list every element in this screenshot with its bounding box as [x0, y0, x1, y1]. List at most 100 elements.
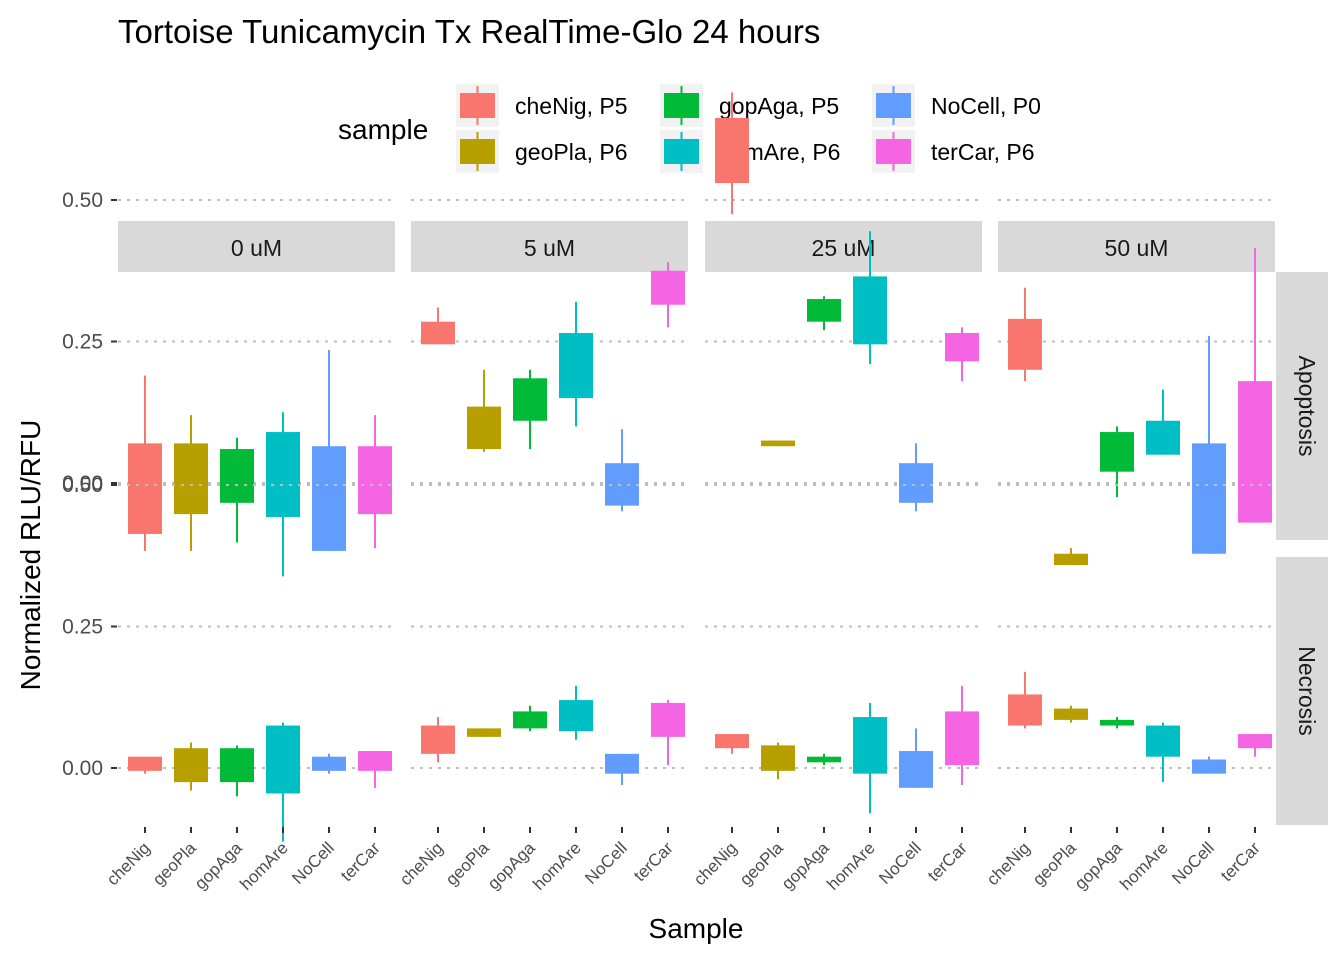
legend-key-swatch: [664, 93, 699, 118]
x-tick-label: terCar: [924, 838, 971, 885]
facet-strip-row: [1276, 557, 1328, 825]
box-plot: [1100, 717, 1134, 729]
facet-strip-label: 25 uM: [812, 235, 876, 261]
box-body: [1100, 432, 1134, 472]
box-plot: [1146, 722, 1180, 783]
box-body: [513, 711, 547, 729]
box-body: [651, 702, 685, 737]
box-plot: [1238, 734, 1272, 757]
legend-key-swatch: [876, 139, 911, 164]
box-plot: [174, 742, 208, 791]
facet-strip-column: [118, 221, 395, 272]
box-plot: [1054, 705, 1088, 723]
box-body: [807, 299, 841, 322]
x-tick-label: terCar: [630, 838, 677, 885]
box-plot: [651, 262, 685, 328]
legend-title: sample: [338, 114, 428, 145]
x-tick-label: cheNig: [983, 838, 1034, 889]
box-plot: [945, 685, 979, 785]
box-body: [1054, 553, 1088, 566]
facet-strips: 0 uM 5 uM 25 uM 50 uM Apoptosis Necrosis: [118, 221, 1328, 825]
x-tick-label: gopAga: [191, 838, 246, 893]
box-body: [1192, 443, 1226, 554]
x-tick-label: NoCell: [1168, 838, 1218, 888]
box-body: [945, 333, 979, 362]
box-plot: [220, 745, 254, 797]
box-body: [807, 756, 841, 763]
box-plot: [853, 231, 887, 365]
legend-key-swatch: [460, 139, 495, 164]
box-plot: [559, 301, 593, 427]
y-tick-label: 0.25: [62, 616, 103, 639]
box-plot: [266, 412, 300, 577]
x-axis-title: Sample: [649, 913, 744, 944]
box-body: [174, 443, 208, 515]
box-plot: [513, 369, 547, 450]
box-body: [174, 748, 208, 783]
facet-strip-row: [1276, 272, 1328, 540]
box-body: [715, 117, 749, 184]
facet-strip-label: 50 uM: [1105, 235, 1169, 261]
x-tick-label: terCar: [337, 838, 384, 885]
facet-panel: [998, 199, 1275, 566]
facet-panel: [998, 484, 1275, 783]
legend-label: gopAga, P5: [719, 93, 839, 119]
box-body: [421, 321, 455, 345]
box-body: [467, 728, 501, 737]
box-body: [128, 443, 162, 534]
x-tick-label: cheNig: [690, 838, 741, 889]
box-body: [1146, 725, 1180, 757]
box-plot: [421, 307, 455, 345]
box-body: [853, 717, 887, 774]
box-body: [605, 753, 639, 774]
facet-strip-label: 0 uM: [231, 235, 282, 261]
box-body: [715, 734, 749, 749]
box-plot: [513, 705, 547, 732]
facet-strip-column: [411, 221, 688, 272]
facet-strip-label: Necrosis: [1294, 646, 1320, 735]
legend-label: NoCell, P0: [931, 93, 1041, 119]
box-body: [899, 463, 933, 503]
box-plot: [1238, 248, 1272, 523]
box-body: [853, 276, 887, 345]
box-plot: [605, 429, 639, 512]
box-body: [899, 751, 933, 788]
box-body: [358, 751, 392, 771]
box-body: [1100, 719, 1134, 726]
x-tick-label: NoCell: [581, 838, 631, 888]
legend-key-swatch: [664, 139, 699, 164]
facet-panel: [705, 484, 982, 814]
facet-panel: [411, 484, 688, 785]
box-body: [421, 725, 455, 754]
facet-panels: [118, 92, 1275, 842]
box-plot: [807, 296, 841, 331]
x-tick-label: NoCell: [288, 838, 338, 888]
box-body: [1238, 734, 1272, 749]
box-plot: [651, 700, 685, 766]
box-body: [266, 432, 300, 517]
x-tick-label: terCar: [1217, 838, 1264, 885]
y-tick-label: 0.00: [62, 472, 103, 495]
legend-label: cheNig, P5: [515, 93, 628, 119]
box-plot: [266, 722, 300, 842]
facet-panel: [118, 484, 395, 842]
box-plot: [358, 415, 392, 549]
x-tick-label: cheNig: [103, 838, 154, 889]
legend-key: [660, 130, 703, 173]
facet-panel: [705, 92, 982, 512]
x-tick-label: gopAga: [1071, 838, 1126, 893]
box-plot: [853, 702, 887, 814]
box-plot: [899, 728, 933, 788]
box-plot: [761, 440, 795, 447]
facet-panel: [411, 199, 688, 512]
box-body: [513, 378, 547, 421]
chart-title: Tortoise Tunicamycin Tx RealTime-Glo 24 …: [118, 13, 820, 50]
box-plot: [1008, 671, 1042, 729]
box-body: [220, 449, 254, 503]
box-plot: [312, 753, 346, 774]
box-body: [467, 406, 501, 450]
box-body: [358, 446, 392, 515]
box-body: [266, 725, 300, 794]
